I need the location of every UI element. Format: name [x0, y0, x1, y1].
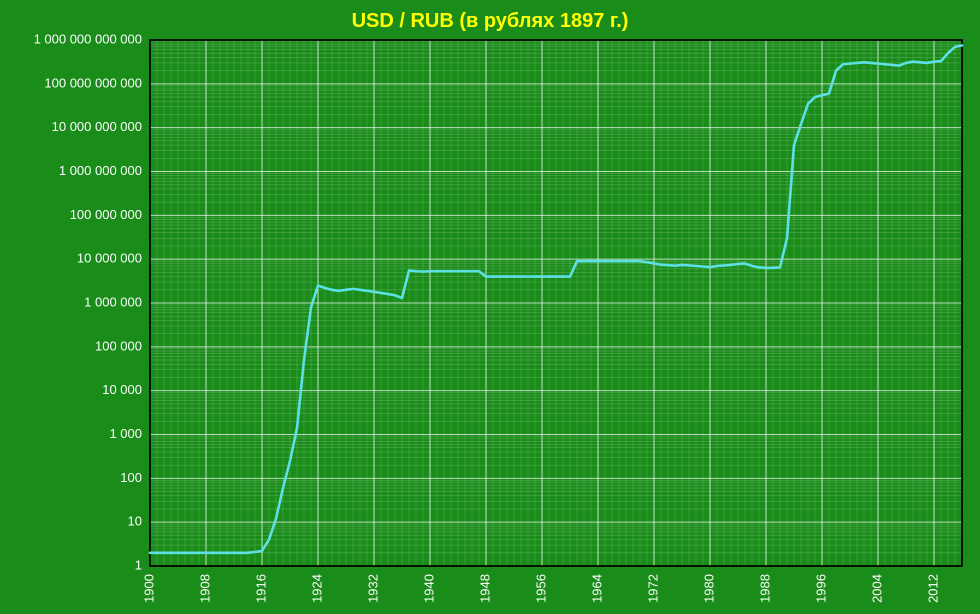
x-tick-label: 1900 — [141, 574, 156, 603]
x-tick-label: 1972 — [645, 574, 660, 603]
x-tick-label: 1956 — [533, 574, 548, 603]
x-tick-label: 1948 — [477, 574, 492, 603]
x-tick-label: 1932 — [365, 574, 380, 603]
x-tick-label: 1916 — [253, 574, 268, 603]
x-tick-label: 1924 — [309, 574, 324, 603]
y-tick-label: 100 000 000 000 — [44, 75, 142, 90]
x-tick-label: 1996 — [813, 574, 828, 603]
y-tick-label: 100 000 000 — [70, 207, 142, 222]
y-tick-label: 1 000 000 — [84, 294, 142, 309]
y-tick-label: 1 000 000 000 — [59, 163, 142, 178]
y-tick-label: 10 000 000 — [77, 251, 142, 266]
x-tick-label: 1964 — [589, 574, 604, 603]
x-tick-label: 1988 — [757, 574, 772, 603]
chart-svg: USD / RUB (в рублях 1897 г.) 1900 1908 1916… — [0, 0, 980, 614]
y-tick-label: 10 000 000 000 — [52, 119, 142, 134]
chart-container: USD / RUB (в рублях 1897 г.) 1900 1908 1916… — [0, 0, 980, 614]
y-tick-label: 1 000 000 000 000 — [34, 31, 142, 46]
y-tick-label: 1 000 — [109, 426, 142, 441]
chart-title: USD / RUB (в рублях 1897 г.) — [352, 10, 629, 32]
y-tick-label: 100 000 — [95, 338, 142, 353]
x-tick-label: 1908 — [197, 574, 212, 603]
y-tick-label: 10 — [128, 514, 142, 529]
y-tick-label: 100 — [120, 470, 142, 485]
x-tick-label: 2012 — [925, 574, 940, 603]
x-tick-label: 1940 — [421, 574, 436, 603]
y-tick-label: 10 000 — [102, 382, 142, 397]
x-tick-label: 2004 — [869, 574, 884, 603]
y-tick-label: 1 — [135, 557, 142, 572]
x-tick-label: 1980 — [701, 574, 716, 603]
